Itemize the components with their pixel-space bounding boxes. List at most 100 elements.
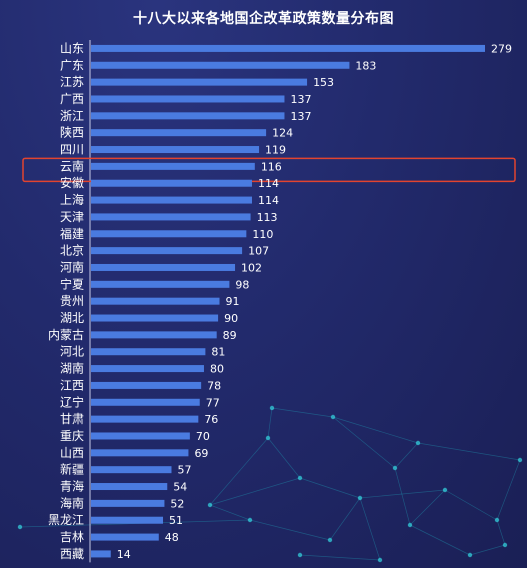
value-label: 137 [290, 93, 311, 106]
network-node [377, 557, 383, 563]
value-label: 153 [313, 76, 334, 89]
network-node [415, 440, 421, 446]
bar [91, 533, 159, 541]
bar [91, 213, 251, 221]
network-link [332, 416, 419, 444]
category-label: 山西 [60, 446, 84, 460]
category-label: 新疆 [60, 462, 84, 477]
value-label: 76 [204, 413, 218, 426]
network-link [249, 519, 331, 541]
value-label: 279 [491, 42, 512, 55]
bar [91, 499, 165, 507]
network-node [327, 537, 333, 543]
bar [91, 196, 252, 204]
category-label: 江苏 [60, 75, 84, 89]
category-label: 上海 [60, 192, 84, 207]
network-node [442, 487, 448, 493]
value-label: 91 [226, 295, 240, 308]
value-label: 102 [241, 261, 262, 274]
value-label: 116 [261, 160, 282, 173]
value-label: 124 [272, 127, 293, 140]
network-node [502, 542, 508, 548]
network-node [517, 457, 523, 463]
bar [91, 61, 350, 69]
value-label: 52 [170, 497, 184, 510]
category-label: 河北 [60, 345, 84, 359]
category-label: 青海 [60, 479, 84, 494]
value-label: 69 [194, 447, 208, 460]
value-label: 14 [117, 548, 131, 561]
value-label: 98 [235, 278, 249, 291]
bar [91, 44, 485, 52]
bar [91, 381, 202, 389]
network-link [409, 489, 446, 526]
network-link [329, 497, 361, 541]
value-label: 80 [210, 363, 224, 376]
category-label: 广东 [60, 58, 84, 72]
network-node [392, 465, 398, 471]
value-label: 114 [258, 177, 279, 190]
category-label: 浙江 [60, 109, 84, 123]
network-link [332, 416, 396, 469]
category-label: 河南 [60, 259, 84, 274]
value-label: 51 [169, 514, 183, 527]
bar [91, 398, 200, 406]
category-label: 海南 [60, 495, 84, 510]
network-node [297, 475, 303, 481]
bar [91, 263, 236, 271]
network-link [267, 407, 273, 439]
network-link [496, 519, 506, 546]
bar [91, 550, 111, 558]
value-label: 54 [173, 481, 187, 494]
bar [91, 516, 164, 524]
category-label: 江西 [60, 378, 84, 392]
bar [91, 483, 168, 491]
bar [91, 365, 204, 373]
category-label: 辽宁 [60, 394, 84, 409]
bar [91, 162, 255, 170]
network-link [299, 477, 361, 499]
bar [91, 112, 285, 120]
value-label: 70 [196, 430, 210, 443]
category-label: 西藏 [60, 547, 84, 561]
network-node [494, 517, 500, 523]
value-label: 137 [290, 110, 311, 123]
value-label: 57 [177, 464, 191, 477]
chart-title: 十八大以来各地国企改革政策数量分布图 [133, 11, 394, 27]
bar [91, 179, 252, 187]
network-node [407, 522, 413, 528]
bar [91, 247, 243, 255]
value-label: 119 [265, 144, 286, 157]
value-label: 90 [224, 312, 238, 325]
network-link [394, 442, 419, 469]
network-link [417, 442, 521, 461]
bar [91, 230, 247, 238]
network-link [359, 489, 446, 499]
bar [91, 146, 260, 154]
bar [91, 129, 267, 137]
category-label: 云南 [60, 158, 84, 173]
network-node [357, 495, 363, 501]
value-label: 77 [206, 396, 220, 409]
network-link [394, 467, 411, 526]
category-label: 黑龙江 [48, 513, 84, 527]
value-label: 183 [355, 59, 376, 72]
network-node [247, 517, 253, 523]
category-label: 山东 [60, 41, 84, 55]
bar [91, 95, 285, 103]
value-label: 114 [258, 194, 279, 207]
value-label: 89 [223, 329, 237, 342]
category-label: 福建 [60, 226, 84, 241]
network-link [271, 407, 334, 418]
category-label: 广西 [60, 92, 84, 106]
network-link [299, 554, 381, 561]
background-network [17, 405, 523, 563]
category-label: 重庆 [60, 429, 84, 443]
bar [91, 78, 308, 86]
network-link [209, 477, 301, 506]
network-link [469, 544, 506, 556]
bar [91, 449, 189, 457]
value-label: 110 [252, 228, 273, 241]
bar [91, 348, 206, 356]
